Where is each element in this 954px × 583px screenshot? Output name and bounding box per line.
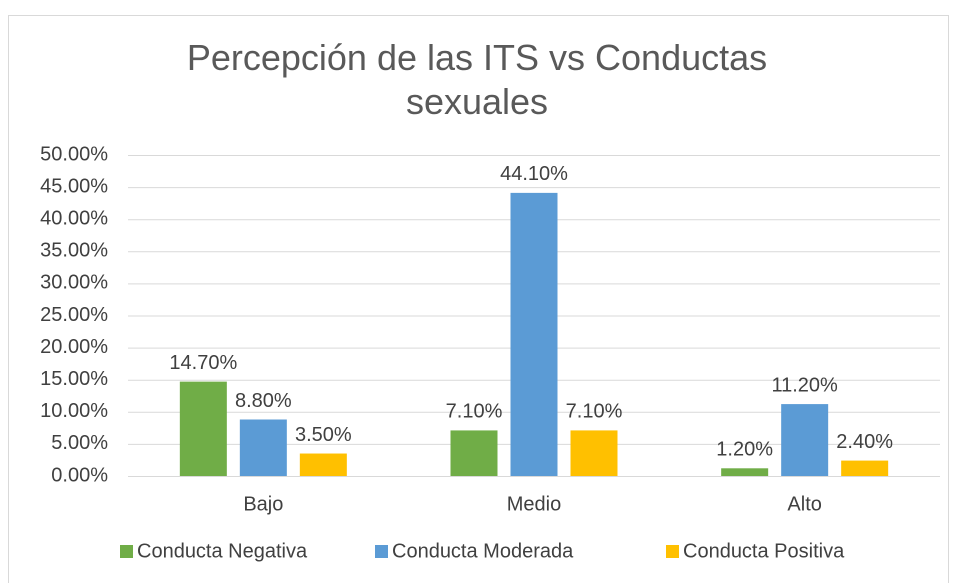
chart-border <box>8 15 949 583</box>
x-tick-label: Bajo <box>243 493 283 515</box>
chart-title: Percepción de las ITS vs Conductas sexua… <box>186 37 768 122</box>
legend-label: Conducta Moderada <box>392 540 574 562</box>
bar <box>299 453 347 476</box>
y-tick-label: 10.00% <box>40 400 108 422</box>
y-tick-label: 40.00% <box>40 207 108 229</box>
y-tick-label: 50.00% <box>40 143 108 165</box>
y-tick-label: 20.00% <box>40 336 108 358</box>
bar <box>570 430 618 476</box>
y-tick-label: 45.00% <box>40 175 108 197</box>
bar <box>239 419 287 476</box>
legend-swatch <box>666 545 679 558</box>
y-tick-label: 0.00% <box>51 464 108 486</box>
bar <box>450 430 498 476</box>
y-tick-label: 25.00% <box>40 304 108 326</box>
bar <box>841 460 889 476</box>
bar <box>179 381 227 476</box>
x-tick-label: Alto <box>787 493 821 515</box>
data-label: 14.70% <box>169 352 237 374</box>
x-tick-label: Medio <box>507 493 561 515</box>
bar <box>781 404 829 476</box>
data-label: 8.80% <box>235 390 292 412</box>
data-label: 2.40% <box>836 431 893 453</box>
data-label: 44.10% <box>500 163 568 185</box>
legend-label: Conducta Negativa <box>137 540 308 562</box>
data-label: 7.10% <box>566 401 623 423</box>
data-label: 7.10% <box>446 401 503 423</box>
data-label: 11.20% <box>771 374 838 396</box>
y-tick-label: 15.00% <box>40 368 108 390</box>
y-tick-label: 35.00% <box>40 240 108 262</box>
data-label: 1.20% <box>716 439 773 461</box>
data-label: 3.50% <box>295 424 352 446</box>
legend-label: Conducta Positiva <box>683 540 845 562</box>
legend-swatch <box>120 545 133 558</box>
bar <box>510 192 558 477</box>
legend-swatch <box>375 545 388 558</box>
y-tick-label: 5.00% <box>51 432 108 454</box>
y-tick-label: 30.00% <box>40 272 108 294</box>
bar <box>721 468 769 476</box>
